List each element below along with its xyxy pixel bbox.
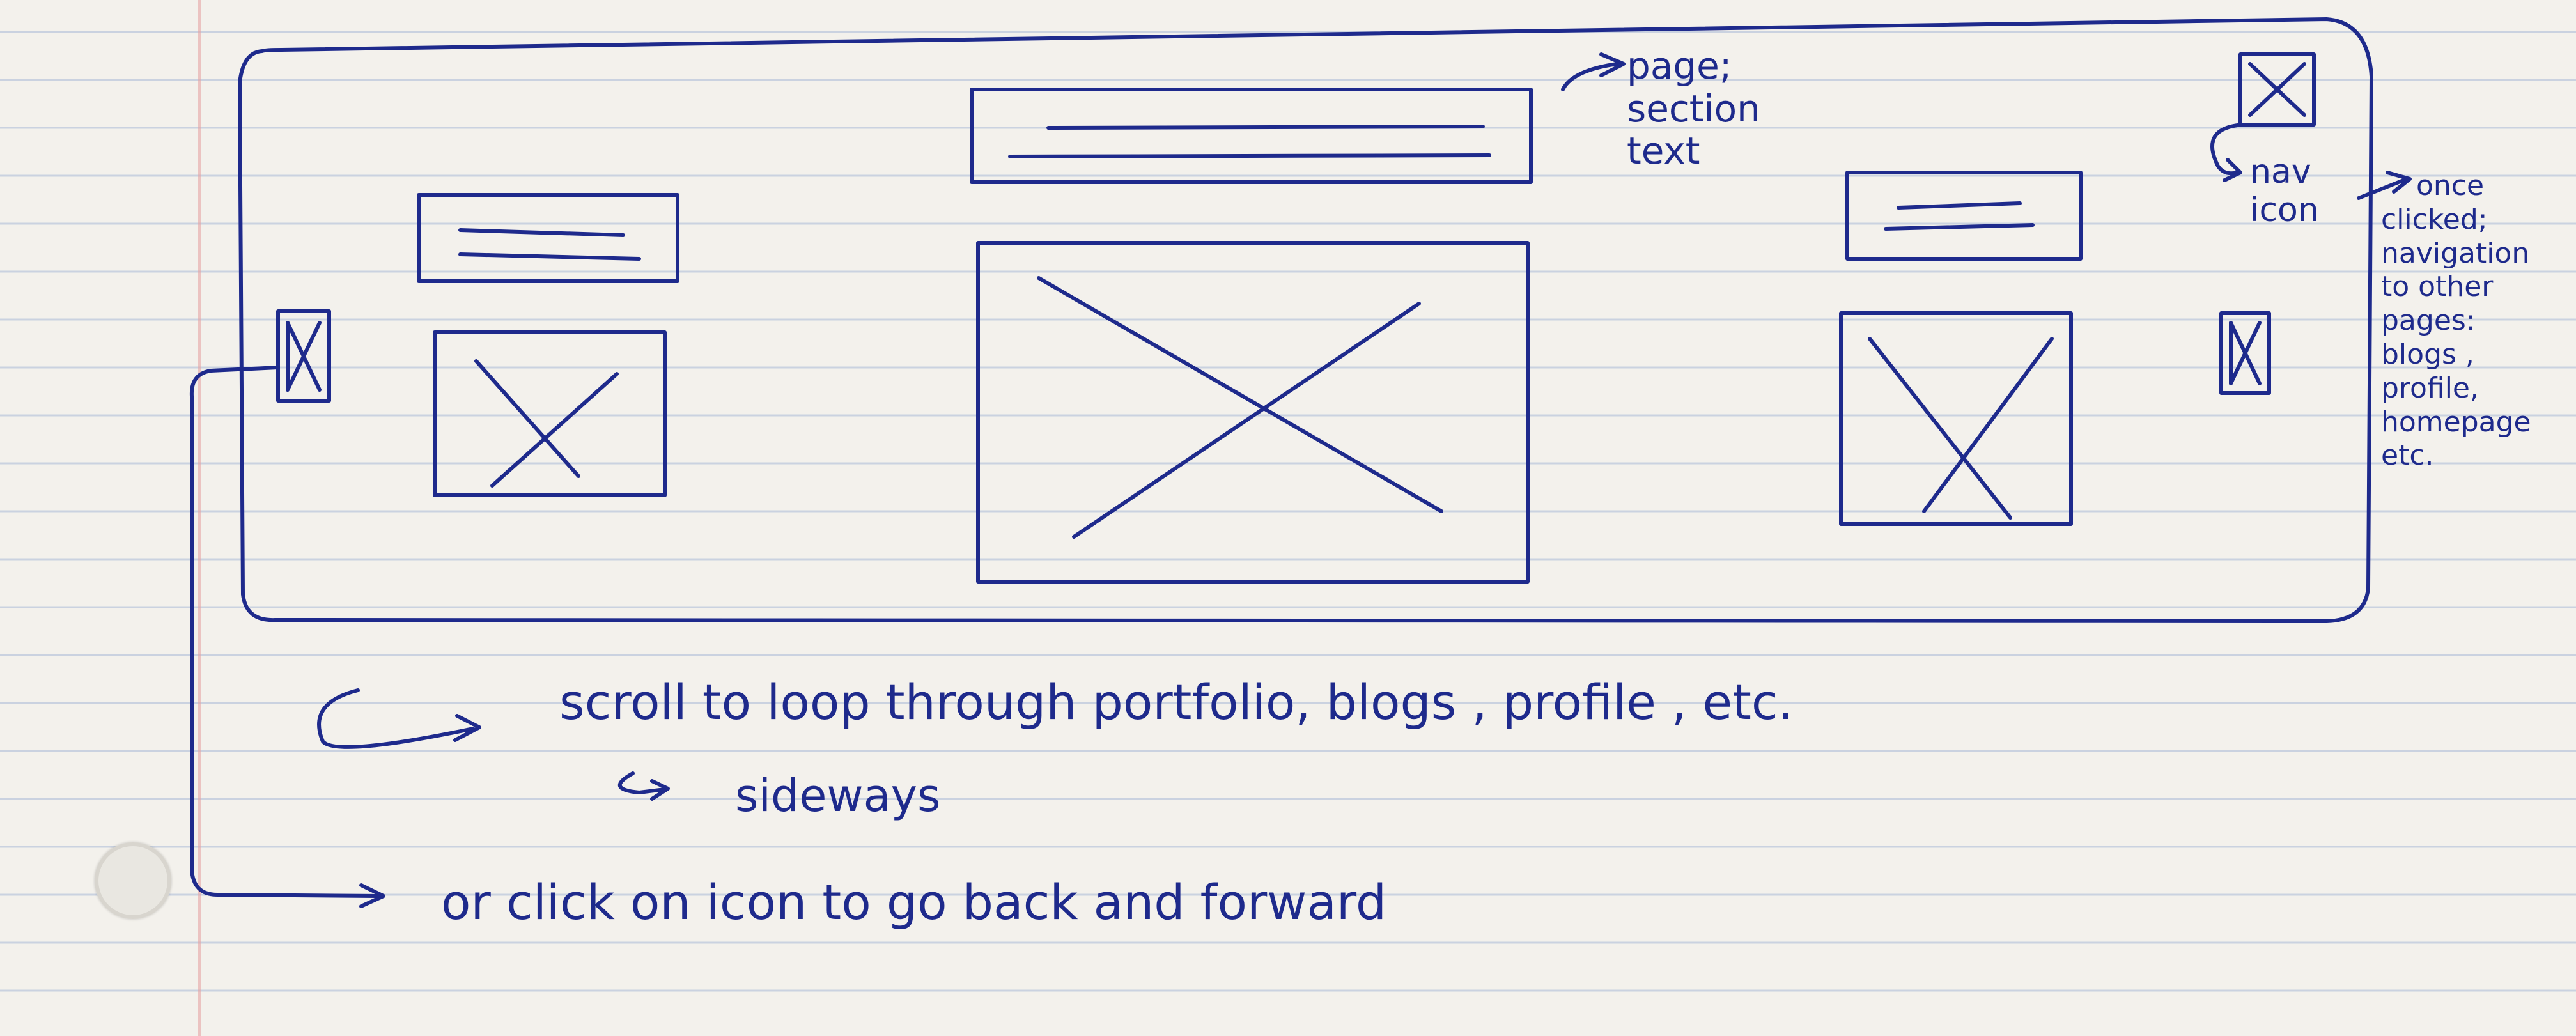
once-clicked-arrow (2357, 178, 2405, 200)
once-clicked-note: once clicked; navigation to other pages:… (2381, 169, 2531, 472)
sideways-label: sideways (735, 769, 941, 822)
right-text-box (1845, 171, 2083, 261)
back-icon[interactable] (276, 309, 331, 403)
page-section-text-label: page; section text (1627, 44, 1760, 173)
scroll-arrowhead (453, 714, 481, 742)
paper-lines (0, 31, 2576, 992)
once-clicked-arrowhead (2386, 171, 2412, 194)
left-image-placeholder (433, 330, 667, 497)
center-image-placeholder (976, 241, 1530, 584)
nav-icon-arrow (2210, 123, 2246, 176)
sideways-arrow (618, 771, 667, 794)
binder-hole (95, 842, 171, 919)
click-instruction: or click on icon to go back and forward (441, 874, 1387, 931)
page-section-text-arrow (1561, 62, 1619, 91)
screen-frame (238, 17, 2373, 623)
page-section-text-box (970, 88, 1533, 184)
forward-icon[interactable] (2219, 311, 2271, 395)
icon-connector-arrowhead (359, 883, 385, 908)
nav-icon[interactable] (2238, 52, 2316, 127)
nav-icon-label: nav icon (2250, 153, 2319, 229)
scroll-instruction: scroll to loop through portfolio, blogs … (559, 674, 1794, 731)
left-text-box (417, 193, 679, 283)
right-image-placeholder (1839, 311, 2073, 526)
icon-connector-line (189, 366, 379, 898)
sideways-arrowhead (650, 779, 670, 801)
nav-icon-arrowhead (2223, 158, 2242, 182)
page-section-text-arrowhead (1599, 52, 1626, 77)
scroll-arrow (317, 688, 475, 749)
